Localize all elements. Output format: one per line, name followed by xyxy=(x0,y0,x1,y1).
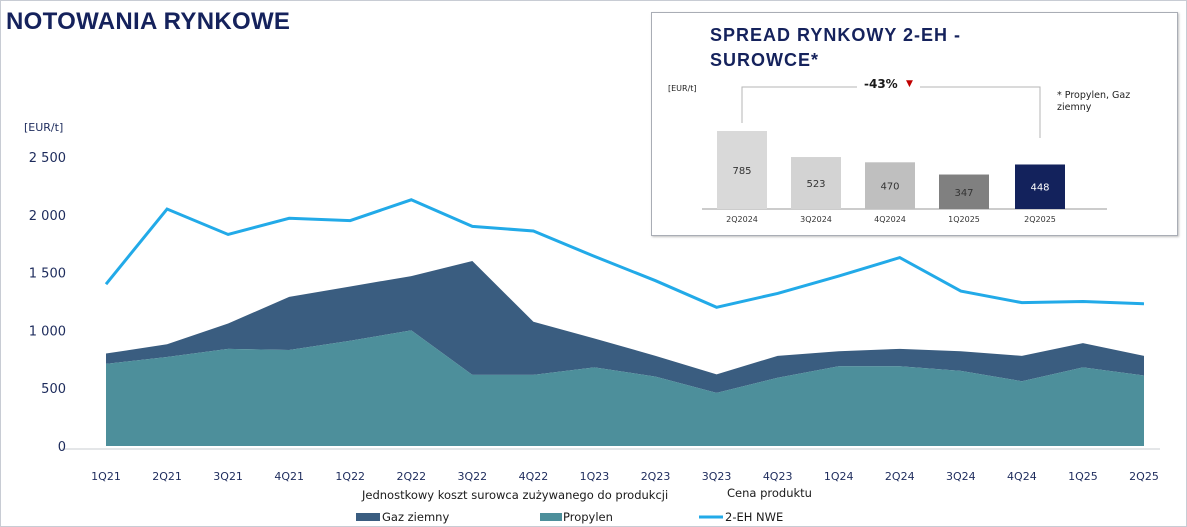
x-tick-label: 2Q25 xyxy=(1129,470,1159,483)
page-title: NOTOWANIA RYNKOWE xyxy=(6,8,291,35)
x-tick-label: 3Q24 xyxy=(946,470,976,483)
line-2eh-nwe xyxy=(104,198,1145,309)
x-tick-label: 1Q22 xyxy=(335,470,365,483)
spread-x-label: 3Q2024 xyxy=(800,215,832,224)
spread-bar-value: 523 xyxy=(806,179,825,190)
x-tick-label: 2Q23 xyxy=(641,470,671,483)
spread-chart-title: SPREAD RYNKOWY 2-EH - SUROWCE* xyxy=(710,25,962,70)
spread-unit: [EUR/t] xyxy=(668,84,697,93)
spread-bar-value: 448 xyxy=(1030,183,1049,194)
x-tick-label: 4Q23 xyxy=(763,470,793,483)
legend-label-2eh: 2-EH NWE xyxy=(725,510,783,524)
spread-x-label: 2Q2024 xyxy=(726,215,758,224)
x-tick-label: 1Q23 xyxy=(580,470,610,483)
spread-bar xyxy=(791,157,841,209)
x-tick-label: 2Q22 xyxy=(396,470,426,483)
y-tick-label: 1 000 xyxy=(29,324,66,339)
x-tick-label: 4Q21 xyxy=(274,470,304,483)
legend-swatch-gaz xyxy=(356,513,380,521)
x-tick-label: 1Q21 xyxy=(91,470,121,483)
legend-label-gaz: Gaz ziemny xyxy=(382,510,449,524)
x-tick-label: 3Q21 xyxy=(213,470,243,483)
down-arrow-icon: ▼ xyxy=(906,79,913,89)
spread-change-label: -43% xyxy=(864,77,898,91)
y-tick-label: 2 500 xyxy=(29,151,66,166)
spread-bar-chart: 785 2Q2024 523 3Q2024 470 4Q2024 347 1Q2025 448 2… xyxy=(702,86,1107,224)
change-bracket xyxy=(741,86,1041,138)
area-propylen xyxy=(106,330,1144,446)
x-tick-label: 2Q21 xyxy=(152,470,182,483)
y-tick-label: 0 xyxy=(58,440,66,455)
group-label-cost: Jednostkowy koszt surowca zużywanego do … xyxy=(361,488,668,502)
spread-bar xyxy=(717,131,767,209)
y-tick-label: 2 000 xyxy=(29,209,66,224)
y-axis-unit: [EUR/t] xyxy=(24,121,64,134)
legend-swatch-propylen xyxy=(540,513,562,521)
group-label-price: Cena produktu xyxy=(727,486,812,500)
x-tick-label: 4Q22 xyxy=(519,470,549,483)
x-tick-label: 3Q23 xyxy=(702,470,732,483)
spread-footnote: * Propylen, Gaz ziemny xyxy=(1057,90,1131,113)
y-tick-label: 1 500 xyxy=(29,267,66,282)
x-tick-label: 4Q24 xyxy=(1007,470,1037,483)
spread-bar xyxy=(1015,164,1065,209)
y-tick-label: 500 xyxy=(41,382,66,397)
area-gaz-ziemny xyxy=(106,261,1144,393)
spread-bar xyxy=(939,174,989,209)
spread-bar xyxy=(865,162,915,209)
spread-bar-value: 470 xyxy=(880,182,899,193)
spread-bar-value: 785 xyxy=(732,166,751,177)
x-tick-label: 1Q24 xyxy=(824,470,854,483)
x-tick-label: 3Q22 xyxy=(458,470,488,483)
spread-x-label: 1Q2025 xyxy=(948,215,980,224)
x-tick-label: 1Q25 xyxy=(1068,470,1098,483)
spread-x-label: 2Q2025 xyxy=(1024,215,1056,224)
spread-bar-value: 347 xyxy=(954,188,973,199)
legend-label-propylen: Propylen xyxy=(563,510,613,524)
x-tick-label: 2Q24 xyxy=(885,470,915,483)
spread-x-label: 4Q2024 xyxy=(874,215,906,224)
spread-chart-panel: SPREAD RYNKOWY 2-EH - SUROWCE* [EUR/t] *… xyxy=(651,12,1178,236)
